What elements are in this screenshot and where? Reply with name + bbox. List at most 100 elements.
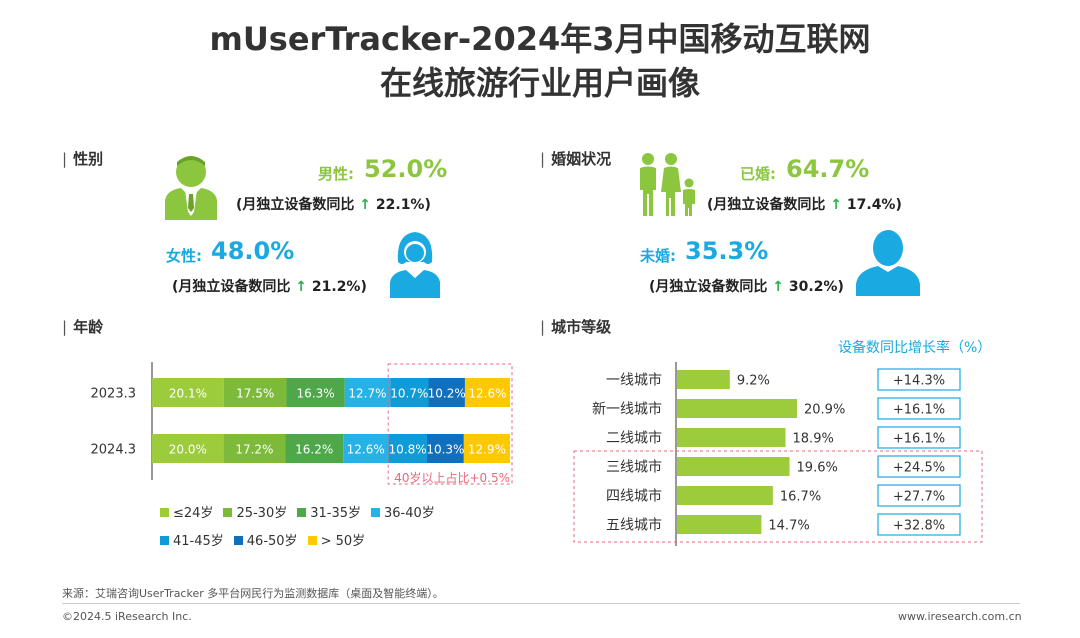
male-yoy: (月独立设备数同比 ↑ 22.1%) <box>236 197 431 213</box>
city-bar <box>677 457 790 476</box>
age-bar-segment <box>285 434 344 463</box>
age-segment-label: 10.7% <box>390 387 428 401</box>
legend-swatch <box>233 536 243 545</box>
city-bar <box>677 428 786 447</box>
age-section-label: 年龄 <box>62 316 103 337</box>
female-label: 女性: <box>166 247 202 265</box>
age-bar-segment <box>286 378 345 407</box>
age-legend-item: > 50岁 <box>307 528 366 556</box>
age-segment-label: 20.1% <box>169 387 207 401</box>
age-segment-label: 12.9% <box>468 443 506 457</box>
age-annotation-box <box>387 363 513 485</box>
city-category-label: 四线城市 <box>606 488 662 505</box>
age-bar-segment <box>344 378 391 407</box>
age-legend-item: ≤24岁 <box>160 500 213 528</box>
age-legend-item: 41-45岁 <box>160 528 224 556</box>
age-legend-item: 36-40岁 <box>371 500 435 528</box>
footer-divider <box>62 603 1020 604</box>
growth-rate-label: +27.7% <box>893 490 945 505</box>
up-arrow-icon: ↑ <box>772 279 785 295</box>
age-category-label: 2024.3 <box>91 443 137 458</box>
age-category-label: 2023.3 <box>91 387 137 402</box>
single-person-icon <box>856 230 920 296</box>
growth-rate-box <box>877 397 961 420</box>
city-section-label: 城市等级 <box>540 316 611 337</box>
age-bar-segment <box>388 434 427 463</box>
city-bar <box>677 486 773 505</box>
website: www.iresearch.com.cn <box>898 610 1022 623</box>
age-annotation-text: 40岁以上占比+0.5% <box>394 470 510 485</box>
copyright: ©2024.5 iResearch Inc. <box>62 610 192 623</box>
city-category-label: 五线城市 <box>606 517 662 534</box>
age-segment-label: 16.2% <box>295 443 333 457</box>
age-legend-item: 25-30岁 <box>223 500 287 528</box>
age-segment-label: 12.6% <box>468 387 506 401</box>
growth-rate-label: +16.1% <box>893 403 945 418</box>
up-arrow-icon: ↑ <box>295 279 308 295</box>
city-value-label: 16.7% <box>780 490 821 505</box>
growth-rate-box <box>877 368 961 391</box>
female-yoy: (月独立设备数同比 ↑ 21.2%) <box>172 279 367 295</box>
legend-swatch <box>160 536 169 545</box>
age-bar-segment <box>343 434 389 463</box>
age-bar-segment <box>428 378 465 407</box>
legend-swatch <box>307 536 317 545</box>
age-legend-item: 46-50岁 <box>233 528 298 556</box>
married-value: 64.7% <box>786 155 870 183</box>
marriage-section-label: 婚姻状况 <box>540 148 611 169</box>
age-segment-label: 12.6% <box>347 443 385 457</box>
city-value-label: 18.9% <box>793 432 834 447</box>
age-legend-item: 31-35岁 <box>297 500 361 528</box>
growth-rate-label: +14.3% <box>893 374 945 389</box>
age-legend: ≤24岁 25-30岁 31-35岁 36-40岁 41-45岁 46-50岁 > 50岁 <box>160 500 490 556</box>
legend-label: > 50岁 <box>320 534 366 549</box>
age-stacked-bar-chart: 2023.3 20.1% 17.5% 16.3% 12.7% 10.7% 10.2% 12.6… <box>91 362 513 485</box>
age-bar-segment <box>223 378 287 407</box>
single-label: 未婚: <box>640 247 676 265</box>
age-segment-label: 17.2% <box>235 443 273 457</box>
female-value: 48.0% <box>211 237 295 265</box>
growth-rate-box <box>877 426 961 449</box>
age-segment-label: 17.5% <box>236 387 274 401</box>
growth-rate-box <box>877 513 961 536</box>
city-bar <box>677 399 797 418</box>
legend-label: 41-45岁 <box>173 534 224 549</box>
city-tier-bar-chart: 一线城市 9.2% +14.3% 新一线城市 20.9% +16.1% 二线城市 18.9% +… <box>573 362 983 546</box>
growth-rate-label: +32.8% <box>893 519 945 534</box>
family-icon <box>640 153 695 216</box>
page-title-line2: 在线旅游行业用户画像 <box>379 64 700 102</box>
age-bar-segment <box>390 378 429 407</box>
age-bar-segment <box>463 434 510 463</box>
up-arrow-icon: ↑ <box>359 197 372 213</box>
age-bar-segment <box>152 434 224 463</box>
city-category-label: 三线城市 <box>606 459 662 476</box>
legend-label: ≤24岁 <box>173 506 214 521</box>
age-segment-label: 16.3% <box>297 387 335 401</box>
age-bar-segment <box>426 434 464 463</box>
city-category-label: 二线城市 <box>606 430 662 447</box>
age-segment-label: 10.3% <box>426 443 464 457</box>
age-segment-label: 10.2% <box>428 387 466 401</box>
city-bar <box>677 515 762 534</box>
age-bar-segment <box>223 434 286 463</box>
growth-rate-header: 设备数同比增长率（%） <box>838 340 992 356</box>
city-value-label: 19.6% <box>797 461 838 476</box>
city-value-label: 14.7% <box>768 519 809 534</box>
age-segment-label: 10.8% <box>389 443 427 457</box>
married-label: 已婚: <box>740 165 776 183</box>
city-highlight-box <box>573 450 983 543</box>
legend-label: 25-30岁 <box>236 506 288 521</box>
gender-section-label: 性别 <box>62 148 103 169</box>
source-note: 来源：艾瑞咨询UserTracker 多平台网民行为监测数据库（桌面及智能终端）… <box>62 587 444 600</box>
single-yoy: (月独立设备数同比 ↑ 30.2%) <box>649 279 844 295</box>
growth-rate-label: +16.1% <box>893 432 945 447</box>
legend-label: 31-35岁 <box>310 506 361 521</box>
page-title-line1: mUserTracker-2024年3月中国移动互联网 <box>209 20 871 58</box>
city-category-label: 新一线城市 <box>592 401 662 418</box>
city-category-label: 一线城市 <box>606 372 662 389</box>
city-value-label: 9.2% <box>737 374 770 389</box>
legend-label: 36-40岁 <box>384 506 435 521</box>
growth-rate-box <box>877 484 961 507</box>
age-bar-segment <box>464 378 510 407</box>
age-segment-label: 20.0% <box>169 443 207 457</box>
